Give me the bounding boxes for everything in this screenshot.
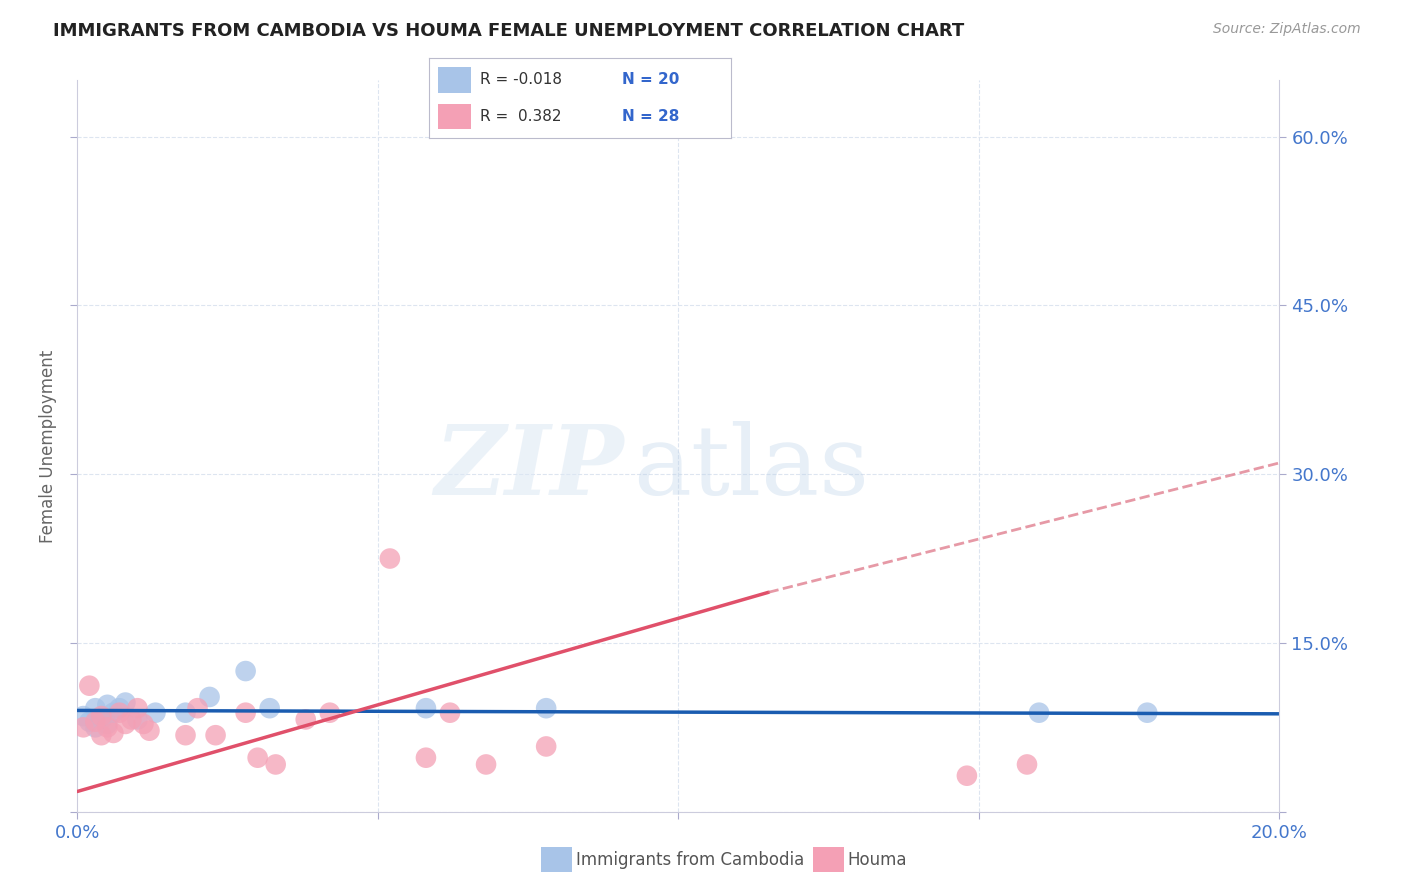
- Point: [127, 713, 149, 727]
- Point: [103, 726, 125, 740]
- Text: Houma: Houma: [848, 851, 907, 869]
- Point: [378, 551, 401, 566]
- Point: [1015, 757, 1038, 772]
- Point: [84, 714, 107, 729]
- Point: [1136, 706, 1159, 720]
- Point: [956, 769, 979, 783]
- Text: Source: ZipAtlas.com: Source: ZipAtlas.com: [1213, 22, 1361, 37]
- Point: [534, 739, 557, 754]
- Y-axis label: Female Unemployment: Female Unemployment: [39, 350, 58, 542]
- Text: R =  0.382: R = 0.382: [481, 109, 562, 124]
- Point: [475, 757, 498, 772]
- Text: ZIP: ZIP: [434, 421, 624, 515]
- Text: atlas: atlas: [633, 421, 869, 515]
- Point: [235, 706, 257, 720]
- Point: [127, 701, 149, 715]
- Point: [534, 701, 557, 715]
- Point: [145, 706, 167, 720]
- Point: [259, 701, 281, 715]
- Point: [90, 709, 112, 723]
- Point: [415, 701, 437, 715]
- Point: [96, 717, 118, 731]
- Point: [120, 713, 142, 727]
- Text: N = 20: N = 20: [623, 72, 679, 87]
- Text: Immigrants from Cambodia: Immigrants from Cambodia: [576, 851, 804, 869]
- Point: [235, 664, 257, 678]
- Point: [246, 750, 269, 764]
- Point: [72, 720, 94, 734]
- Point: [90, 713, 112, 727]
- Point: [1028, 706, 1050, 720]
- Point: [138, 723, 160, 738]
- Point: [198, 690, 221, 704]
- Point: [264, 757, 287, 772]
- Point: [174, 728, 197, 742]
- Point: [90, 728, 112, 742]
- FancyBboxPatch shape: [437, 67, 471, 93]
- Point: [114, 717, 136, 731]
- Text: N = 28: N = 28: [623, 109, 679, 124]
- Point: [187, 701, 209, 715]
- Point: [96, 720, 118, 734]
- Point: [108, 701, 131, 715]
- Text: R = -0.018: R = -0.018: [481, 72, 562, 87]
- Point: [72, 709, 94, 723]
- Point: [84, 701, 107, 715]
- FancyBboxPatch shape: [437, 103, 471, 129]
- Point: [204, 728, 226, 742]
- Point: [174, 706, 197, 720]
- Point: [294, 713, 316, 727]
- Point: [103, 706, 125, 720]
- Point: [79, 679, 101, 693]
- Point: [96, 698, 118, 712]
- Point: [132, 717, 155, 731]
- Text: IMMIGRANTS FROM CAMBODIA VS HOUMA FEMALE UNEMPLOYMENT CORRELATION CHART: IMMIGRANTS FROM CAMBODIA VS HOUMA FEMALE…: [53, 22, 965, 40]
- Point: [84, 720, 107, 734]
- Point: [108, 706, 131, 720]
- Point: [439, 706, 461, 720]
- Point: [415, 750, 437, 764]
- Point: [114, 696, 136, 710]
- Point: [319, 706, 342, 720]
- Point: [79, 714, 101, 729]
